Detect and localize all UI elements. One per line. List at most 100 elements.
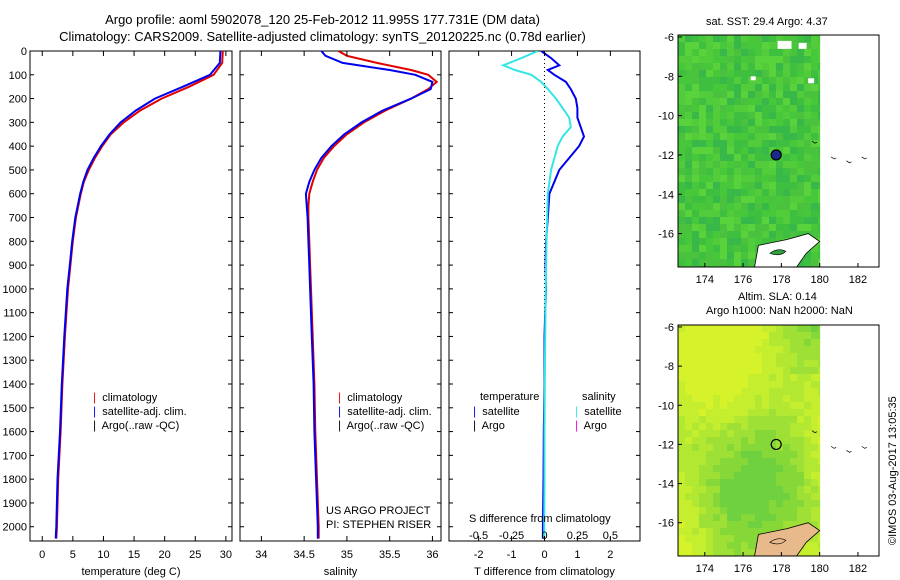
map-lat-label-sla-4: -14 [658,479,674,491]
reef-mark-sst-3 [811,140,818,144]
map-lat-label-sst-1: -8 [664,71,674,83]
map-lat-label-sst-5: -16 [658,229,674,241]
imos-timestamp: ©IMOS 03-Aug-2017 13:05:35 [887,396,899,545]
map-sst-title: sat. SST: 29.4 Argo: 4.37 [706,16,828,28]
map-lat-label-sst-2: -10 [658,111,674,123]
x-axis-label-temperature: temperature (deg C) [81,566,180,578]
map-lon-label-sla-4: 182 [849,563,867,575]
map-lon-label-sla-1: 176 [734,563,752,575]
map-sla-title2: Argo h1000: NaN h2000: NaN [706,305,853,317]
legend-argo-sal: ❘ Argo(..raw -QC) [335,420,425,432]
map-lat-label-sla-2: -10 [658,400,674,412]
x2-tick-label-1: -0.25 [499,530,524,542]
y-tick-label-0: 0 [21,46,27,58]
map-lon-label-sla-2: 178 [772,563,790,575]
legend-diff-temp-argo: ❘ Argo [470,420,505,432]
x-tick-label-temperature-5: 25 [189,549,201,561]
legend-diff-sal-satellite: ❘ satellite [572,406,622,418]
legend-satellite-temp: ❘ satellite-adj. clim. [90,406,187,418]
chart-title-line1: Argo profile: aoml 5902078_120 25-Feb-20… [105,12,540,27]
map-lon-label-sst-0: 174 [696,274,714,286]
legend-diff-temperature: temperature [480,391,540,403]
legend-diff-temp-satellite: ❘ satellite [470,406,520,418]
map-sla-title1: Altim. SLA: 0.14 [738,291,817,303]
islet-sla [769,538,787,545]
argo-position-marker-sst [770,149,782,161]
y-tick-label-13: 1300 [3,355,27,367]
y-tick-label-10: 1000 [3,284,27,296]
series-line-salinity-1 [304,51,434,539]
legend-diff-sal-argo: ❘ Argo [572,420,607,432]
panel-frame-temperature [29,50,233,542]
cloud-patch-2 [808,78,815,84]
x-tick-label-difference-2: 0 [541,549,547,561]
map-lon-label-sla-3: 180 [810,563,828,575]
x-tick-label-difference-1: -1 [507,549,517,561]
x2-tick-label-2: 0 [541,530,547,542]
reef-mark-sla-0 [846,449,852,453]
x-tick-label-difference-0: -2 [474,549,484,561]
islet-sst [769,249,787,256]
legend-climatology-temp: ❘ climatology [90,392,158,404]
x-tick-label-salinity-4: 36 [426,549,438,561]
reef-mark-sla-1 [861,446,867,449]
credit-pi: PI: STEPHEN RISER [326,519,432,531]
map-lon-label-sst-1: 176 [734,274,752,286]
argo-position-marker-sla [770,438,782,451]
x-tick-label-difference-3: 1 [574,549,580,561]
cloud-patch-1 [798,42,807,49]
legend-climatology-sal: ❘ climatology [335,392,403,404]
y-tick-label-3: 300 [9,117,27,129]
reef-mark-sla-2 [830,446,837,449]
y-tick-label-7: 700 [9,213,27,225]
map-lon-label-sla-0: 174 [696,563,714,575]
reef-mark-sst-2 [830,156,837,160]
island-sst [754,233,821,267]
map-lat-label-sst-4: -14 [658,189,674,201]
series-line-difference-1 [500,51,572,539]
reef-mark-sst-1 [861,156,867,160]
map-lat-label-sla-5: -16 [658,518,674,530]
x-tick-label-salinity-3: 35.5 [379,549,400,561]
y-tick-label-1: 100 [9,70,27,82]
map-lat-label-sst-3: -12 [658,150,674,162]
series-line-temperature-1 [54,51,222,539]
y-tick-label-12: 1200 [3,331,27,343]
y-tick-label-4: 400 [9,141,27,153]
x-tick-label-difference-4: 2 [607,549,613,561]
x-tick-label-temperature-4: 20 [159,549,171,561]
x-tick-label-salinity-1: 34.5 [293,549,314,561]
y-tick-label-6: 600 [9,189,27,201]
legend-diff-salinity: salinity [582,391,616,403]
y-tick-label-15: 1500 [3,403,27,415]
diff-salinity-axis-label: S difference from climatology [469,513,611,525]
map-lon-label-sst-2: 178 [772,274,790,286]
map-lon-label-sst-4: 182 [849,274,867,286]
y-tick-label-19: 1900 [3,498,27,510]
y-tick-label-9: 900 [9,260,27,272]
x-tick-label-temperature-2: 10 [97,549,109,561]
x-tick-label-temperature-1: 5 [70,549,76,561]
x-tick-label-salinity-0: 34 [255,549,267,561]
x2-tick-label-0: -0.5 [469,530,488,542]
y-tick-label-20: 2000 [3,522,27,534]
x2-tick-label-4: 0.5 [603,530,618,542]
y-tick-label-5: 500 [9,165,27,177]
map-lat-label-sla-0: -6 [664,322,674,334]
cloud-patch-0 [777,40,792,49]
credit-project: US ARGO PROJECT [326,505,431,517]
x-tick-label-salinity-2: 35 [341,549,353,561]
legend-satellite-sal: ❘ satellite-adj. clim. [335,406,432,418]
y-tick-label-8: 800 [9,236,27,248]
legend-argo-temp: ❘ Argo(..raw -QC) [90,420,180,432]
chart-title-line2: Climatology: CARS2009. Satellite-adjuste… [59,29,586,44]
x-axis-label-difference: T difference from climatology [474,566,615,578]
map-lat-label-sla-3: -12 [658,439,674,451]
map-lon-label-sst-3: 180 [810,274,828,286]
x-tick-label-temperature-0: 0 [39,549,45,561]
map-field-sla [678,325,867,556]
map-lat-label-sla-1: -8 [664,361,674,373]
island-sla [754,522,821,556]
y-tick-label-11: 1100 [3,308,27,320]
